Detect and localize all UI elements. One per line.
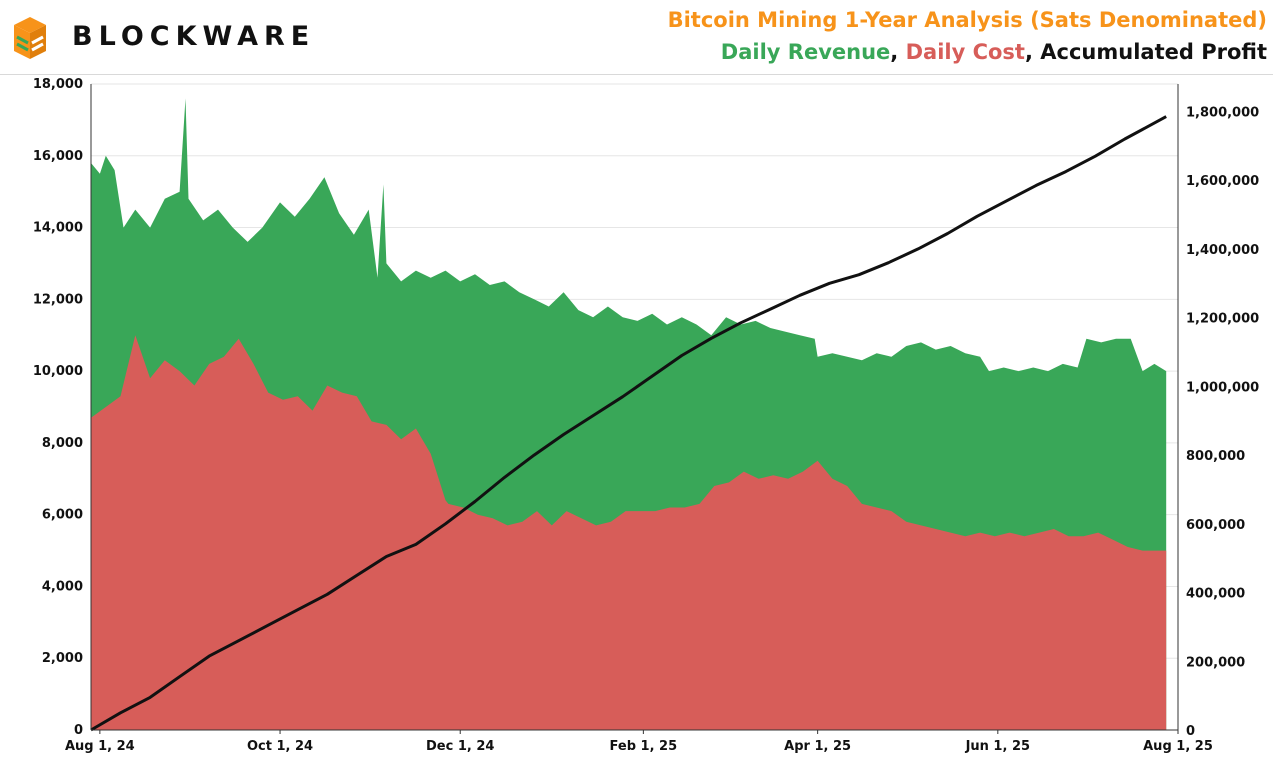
legend-separator: , (890, 40, 906, 64)
x-tick-label: Dec 1, 24 (426, 739, 494, 754)
y-right-tick-label: 600,000 (1186, 518, 1245, 533)
stacked-blocks-icon (14, 17, 46, 59)
y-right-tick-label: 1,200,000 (1186, 312, 1259, 327)
axes: 0 2,000 4,000 6,000 8,000 10,000 12,000 14,000 1… (33, 77, 1259, 754)
y-right-tick-label: 200,000 (1186, 655, 1245, 670)
y-left-tick-label: 10,000 (33, 364, 83, 379)
accumulated-profit-line (90, 115, 1167, 732)
line-series (90, 115, 1167, 732)
y-left-tick-label: 14,000 (33, 221, 83, 236)
brand-name: BLOCKWARE (72, 21, 316, 52)
y-right-tick-label: 1,600,000 (1186, 174, 1259, 189)
x-tick-label: Aug 1, 24 (65, 739, 135, 754)
y-right-tick-label: 800,000 (1186, 449, 1245, 464)
y-left-tick-label: 16,000 (33, 149, 83, 164)
daily-cost-area (91, 335, 1167, 730)
y-left-tick-label: 8,000 (42, 436, 83, 451)
x-tick-label: Aug 1, 25 (1143, 739, 1213, 754)
y-right-tick-label: 1,000,000 (1186, 380, 1259, 395)
y-left-tick-label: 4,000 (42, 579, 83, 594)
x-tick-label: Apr 1, 25 (784, 739, 851, 754)
x-tick-label: Jun 1, 25 (965, 739, 1030, 754)
y-left-tick-label: 6,000 (42, 508, 83, 523)
area-series (91, 98, 1167, 730)
y-right-tick-label: 1,400,000 (1186, 243, 1259, 258)
legend-accumulated-profit: Accumulated Profit (1040, 40, 1267, 64)
chart-header: BLOCKWARE Bitcoin Mining 1-Year Analysis… (0, 0, 1273, 75)
legend-separator: , (1024, 40, 1041, 64)
chart-legend: Daily Revenue, Daily Cost, Accumulated P… (721, 40, 1267, 64)
legend-daily-revenue: Daily Revenue (720, 40, 891, 64)
y-right-tick-label: 400,000 (1186, 587, 1245, 602)
y-left-tick-label: 18,000 (33, 77, 83, 92)
y-right-tick-label: 0 (1186, 724, 1195, 739)
y-right-tick-label: 1,800,000 (1186, 105, 1259, 120)
x-tick-label: Feb 1, 25 (610, 739, 678, 754)
chart-title: Bitcoin Mining 1-Year Analysis (Sats Den… (667, 8, 1267, 32)
y-left-tick-label: 12,000 (33, 292, 83, 307)
y-left-tick-label: 2,000 (42, 651, 83, 666)
x-tick-label: Oct 1, 24 (247, 739, 313, 754)
y-left-tick-label: 0 (74, 723, 83, 738)
legend-daily-cost: Daily Cost (905, 40, 1025, 64)
